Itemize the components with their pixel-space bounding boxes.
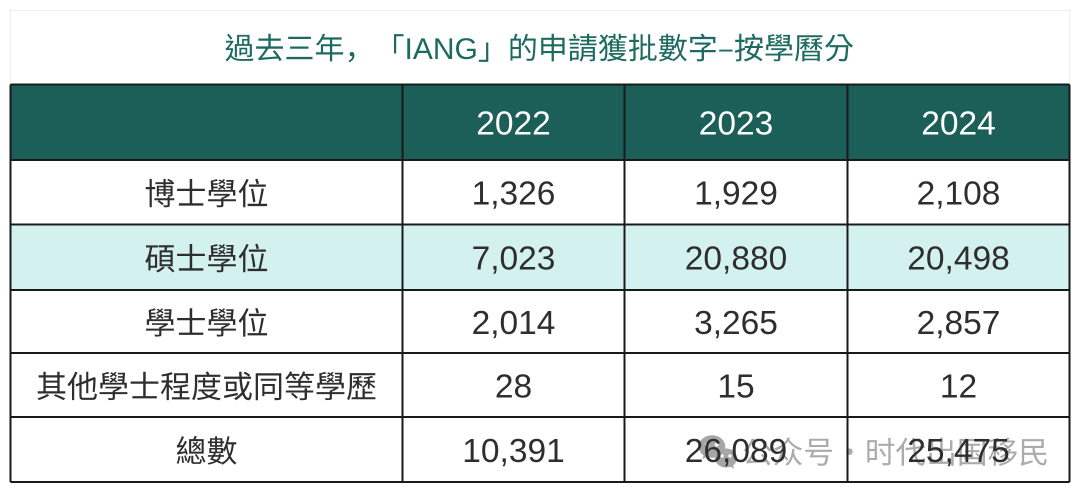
svg-text:3,265: 3,265: [694, 305, 778, 342]
svg-text:2023: 2023: [699, 106, 774, 143]
svg-text:15: 15: [717, 368, 754, 405]
svg-text:2,108: 2,108: [917, 176, 1001, 213]
svg-text:10,391: 10,391: [462, 433, 564, 470]
svg-text:1,929: 1,929: [694, 176, 778, 213]
svg-text:20,880: 20,880: [685, 241, 787, 278]
svg-text:7,023: 7,023: [472, 241, 556, 278]
svg-text:28: 28: [495, 368, 532, 405]
svg-text:26,089: 26,089: [685, 433, 787, 470]
svg-text:2,014: 2,014: [472, 305, 556, 342]
svg-text:2024: 2024: [921, 106, 996, 143]
svg-text:1,326: 1,326: [472, 176, 556, 213]
svg-text:2022: 2022: [476, 106, 551, 143]
svg-text:12: 12: [940, 368, 977, 405]
svg-text:2,857: 2,857: [917, 305, 1001, 342]
svg-text:20,498: 20,498: [907, 241, 1009, 278]
svg-text:25,475: 25,475: [907, 433, 1009, 470]
